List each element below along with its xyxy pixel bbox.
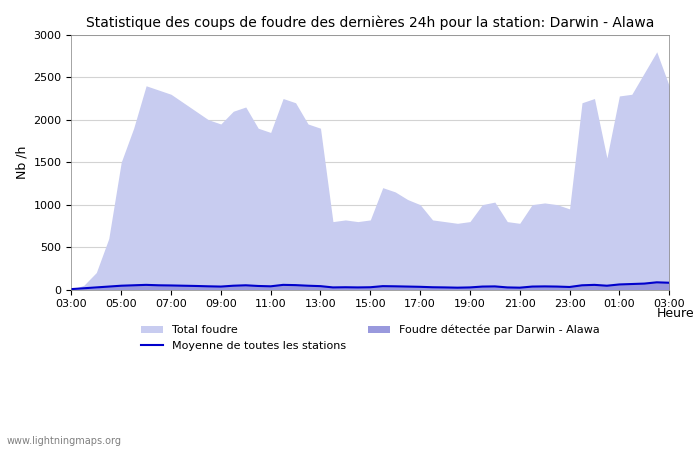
Legend: Total foudre, Moyenne de toutes les stations, Foudre détectée par Darwin - Alawa: Total foudre, Moyenne de toutes les stat… — [136, 320, 604, 356]
Text: www.lightningmaps.org: www.lightningmaps.org — [7, 436, 122, 446]
Title: Statistique des coups de foudre des dernières 24h pour la station: Darwin - Alaw: Statistique des coups de foudre des dern… — [86, 15, 655, 30]
Y-axis label: Nb /h: Nb /h — [15, 145, 28, 179]
X-axis label: Heure: Heure — [657, 307, 694, 320]
